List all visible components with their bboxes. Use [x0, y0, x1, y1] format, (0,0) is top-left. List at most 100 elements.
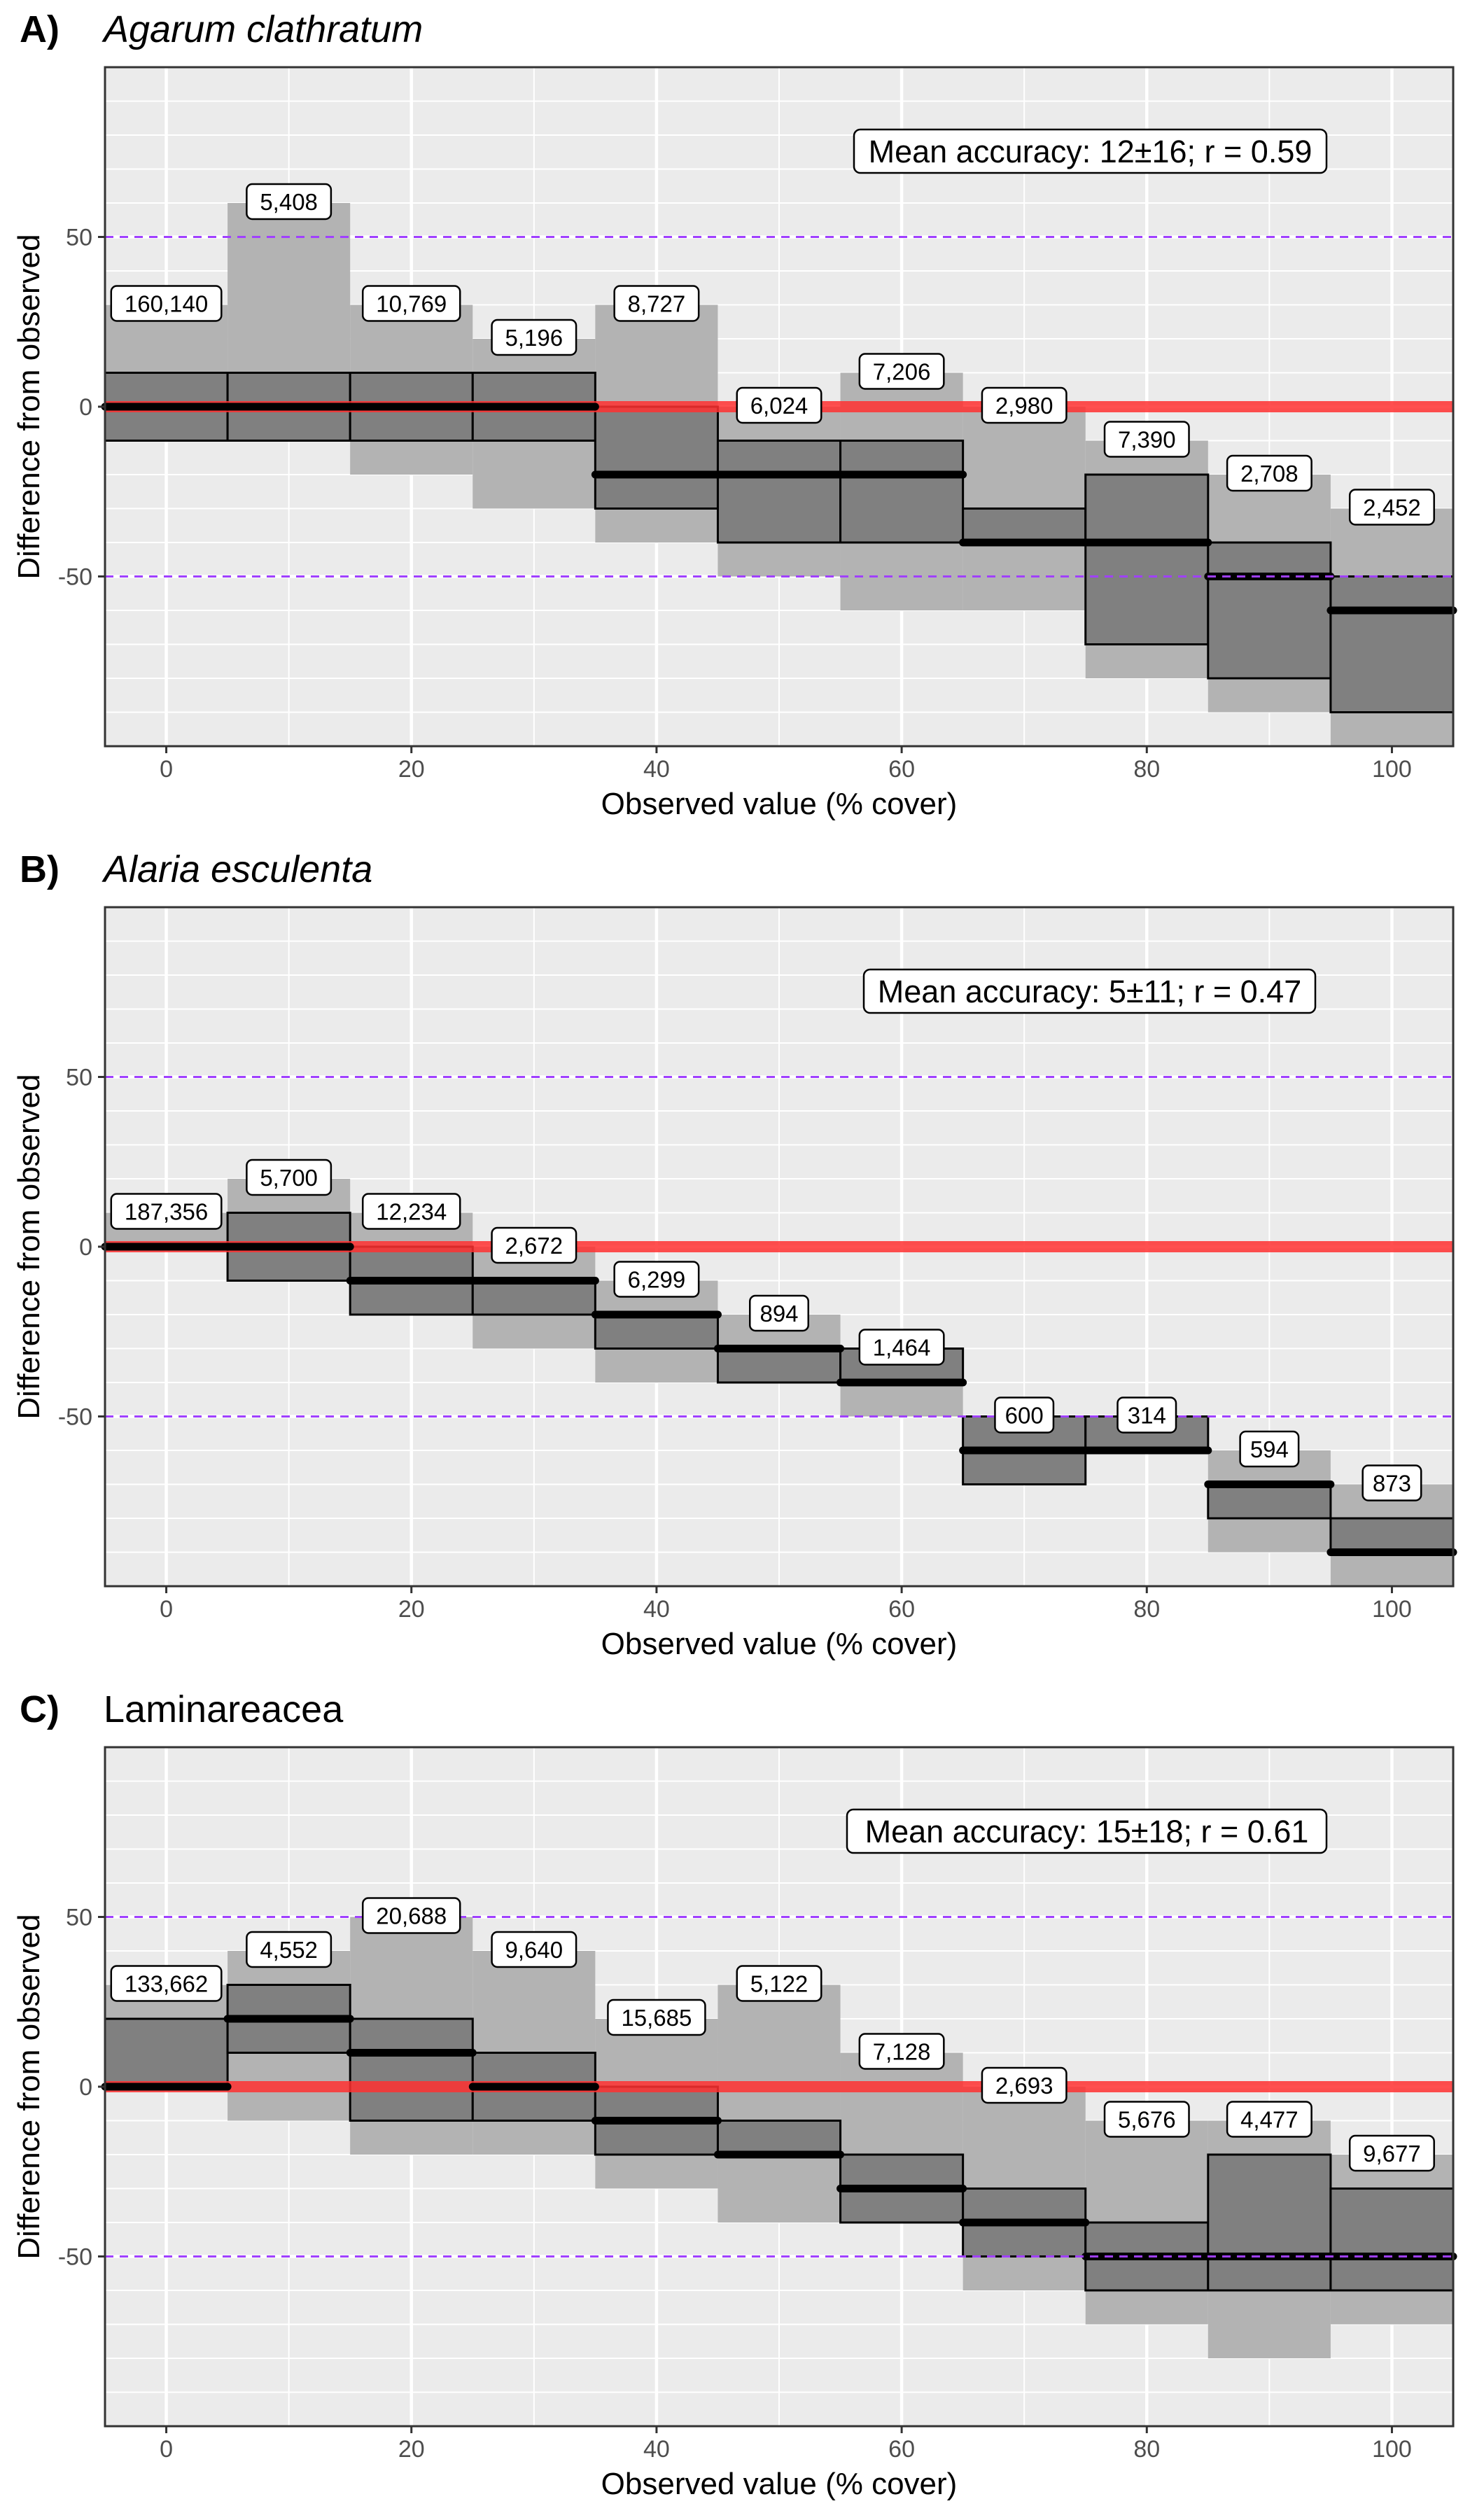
count-label: 1,464 — [873, 1335, 931, 1361]
panel-3: C) Laminareacea 133,662 4,552 20,688 9,640 15,… — [12, 1688, 1457, 2501]
count-label-box — [607, 1998, 706, 2036]
panel-title: Alaria esculenta — [102, 848, 372, 890]
inner-box — [1084, 473, 1210, 645]
count-label: 6,299 — [628, 1267, 686, 1293]
count-label-box — [1103, 421, 1190, 458]
x-tick-label: 40 — [643, 2436, 670, 2463]
x-tick-label: 40 — [643, 756, 670, 783]
y-tick-label: 0 — [79, 2074, 92, 2101]
panel-1: A) Agarum clathratum 160,140 5,408 10,769 5,1… — [12, 8, 1457, 821]
count-label-box — [246, 1158, 332, 1196]
inner-box — [962, 507, 1087, 544]
count-label: 9,677 — [1363, 2141, 1421, 2166]
y-axis-title: Difference from observed — [12, 234, 46, 579]
count-label: 4,552 — [260, 1937, 318, 1963]
x-tick-label: 60 — [888, 756, 915, 783]
inner-box — [716, 1348, 842, 1384]
count-label: 2,708 — [1240, 461, 1298, 486]
y-tick-label: 50 — [66, 1065, 92, 1091]
count-label: 7,390 — [1118, 427, 1176, 453]
annotation-text: Mean accuracy: 12±16; r = 0.59 — [869, 134, 1312, 169]
annotation-text: Mean accuracy: 15±18; r = 0.61 — [865, 1814, 1309, 1849]
x-tick-label: 60 — [888, 1596, 915, 1623]
count-label: 160,140 — [125, 291, 208, 317]
count-label-box — [1362, 1464, 1422, 1502]
inner-box — [349, 2017, 474, 2122]
x-tick-label: 100 — [1372, 2436, 1412, 2463]
count-label-box — [858, 353, 945, 390]
count-label: 873 — [1373, 1471, 1411, 1497]
count-label-box — [858, 1329, 945, 1366]
x-tick-label: 20 — [398, 2436, 425, 2463]
count-label-box — [361, 285, 461, 322]
y-tick-label: 50 — [66, 1905, 92, 1931]
count-label: 594 — [1250, 1436, 1289, 1462]
inner-box — [1329, 1517, 1455, 1553]
inner-box — [716, 2120, 842, 2156]
y-axis-title: Difference from observed — [12, 1074, 46, 1419]
y-tick-label: 0 — [79, 394, 92, 421]
count-label: 20,688 — [376, 1903, 447, 1929]
count-label-box — [736, 386, 822, 424]
count-label-box — [361, 1897, 461, 1934]
inner-box — [594, 1313, 719, 1350]
count-label-box — [749, 1294, 809, 1332]
y-tick-label: -50 — [58, 1404, 92, 1431]
count-label-box — [994, 1396, 1055, 1434]
count-label-box — [1103, 2101, 1190, 2138]
count-label: 7,206 — [873, 359, 931, 385]
x-tick-label: 0 — [160, 756, 173, 783]
count-label-box — [981, 2066, 1068, 2104]
x-tick-label: 40 — [643, 1596, 670, 1623]
y-tick-label: -50 — [58, 2244, 92, 2271]
x-axis-title: Observed value (% cover) — [601, 2467, 958, 2501]
count-label-box — [1226, 454, 1312, 492]
count-label: 5,408 — [260, 189, 318, 215]
panel-title: Laminareacea — [104, 1688, 344, 1730]
outer-band — [718, 1984, 841, 2222]
count-label-box — [361, 1193, 461, 1230]
inner-box — [1329, 2188, 1455, 2292]
count-label: 2,980 — [995, 393, 1054, 419]
inner-box — [1207, 2153, 1332, 2292]
panel-label: B) — [20, 848, 59, 890]
count-label: 5,196 — [505, 325, 564, 351]
x-tick-label: 100 — [1372, 1596, 1412, 1623]
count-label: 5,700 — [260, 1165, 318, 1191]
panel-label: C) — [20, 1688, 59, 1730]
count-label: 8,727 — [628, 291, 686, 317]
count-label-box — [246, 1931, 332, 1968]
count-label: 314 — [1128, 1403, 1166, 1429]
count-label-box — [491, 318, 578, 356]
x-tick-label: 80 — [1133, 1596, 1160, 1623]
count-label: 894 — [760, 1301, 798, 1326]
inner-box — [839, 440, 965, 544]
x-axis-title: Observed value (% cover) — [601, 787, 958, 821]
count-label: 133,662 — [125, 1971, 208, 1997]
count-label: 5,676 — [1118, 2107, 1176, 2133]
count-label-box — [110, 285, 223, 322]
panel-2: B) Alaria esculenta 187,356 5,700 12,234 2,67… — [12, 848, 1457, 1661]
inner-box — [1207, 541, 1332, 680]
inner-box — [471, 1280, 596, 1316]
inner-box — [1329, 575, 1455, 713]
count-label: 187,356 — [125, 1199, 208, 1225]
count-label: 600 — [1005, 1403, 1044, 1429]
annotation-text: Mean accuracy: 5±11; r = 0.47 — [878, 974, 1301, 1009]
y-axis-title: Difference from observed — [12, 1914, 46, 2259]
x-tick-label: 0 — [160, 1596, 173, 1623]
count-label: 2,672 — [505, 1233, 564, 1259]
count-label-box — [1348, 489, 1435, 526]
count-label-box — [1116, 1396, 1177, 1434]
x-tick-label: 80 — [1133, 2436, 1160, 2463]
count-label-box — [858, 2033, 945, 2070]
x-tick-label: 0 — [160, 2436, 173, 2463]
count-label: 6,024 — [750, 393, 808, 419]
inner-box — [1207, 1483, 1332, 1520]
count-label-box — [1348, 2134, 1435, 2172]
inner-box — [716, 440, 842, 544]
panel-label: A) — [20, 8, 59, 50]
x-tick-label: 100 — [1372, 756, 1412, 783]
count-label-box — [110, 1965, 223, 2002]
count-label: 2,452 — [1363, 495, 1421, 521]
